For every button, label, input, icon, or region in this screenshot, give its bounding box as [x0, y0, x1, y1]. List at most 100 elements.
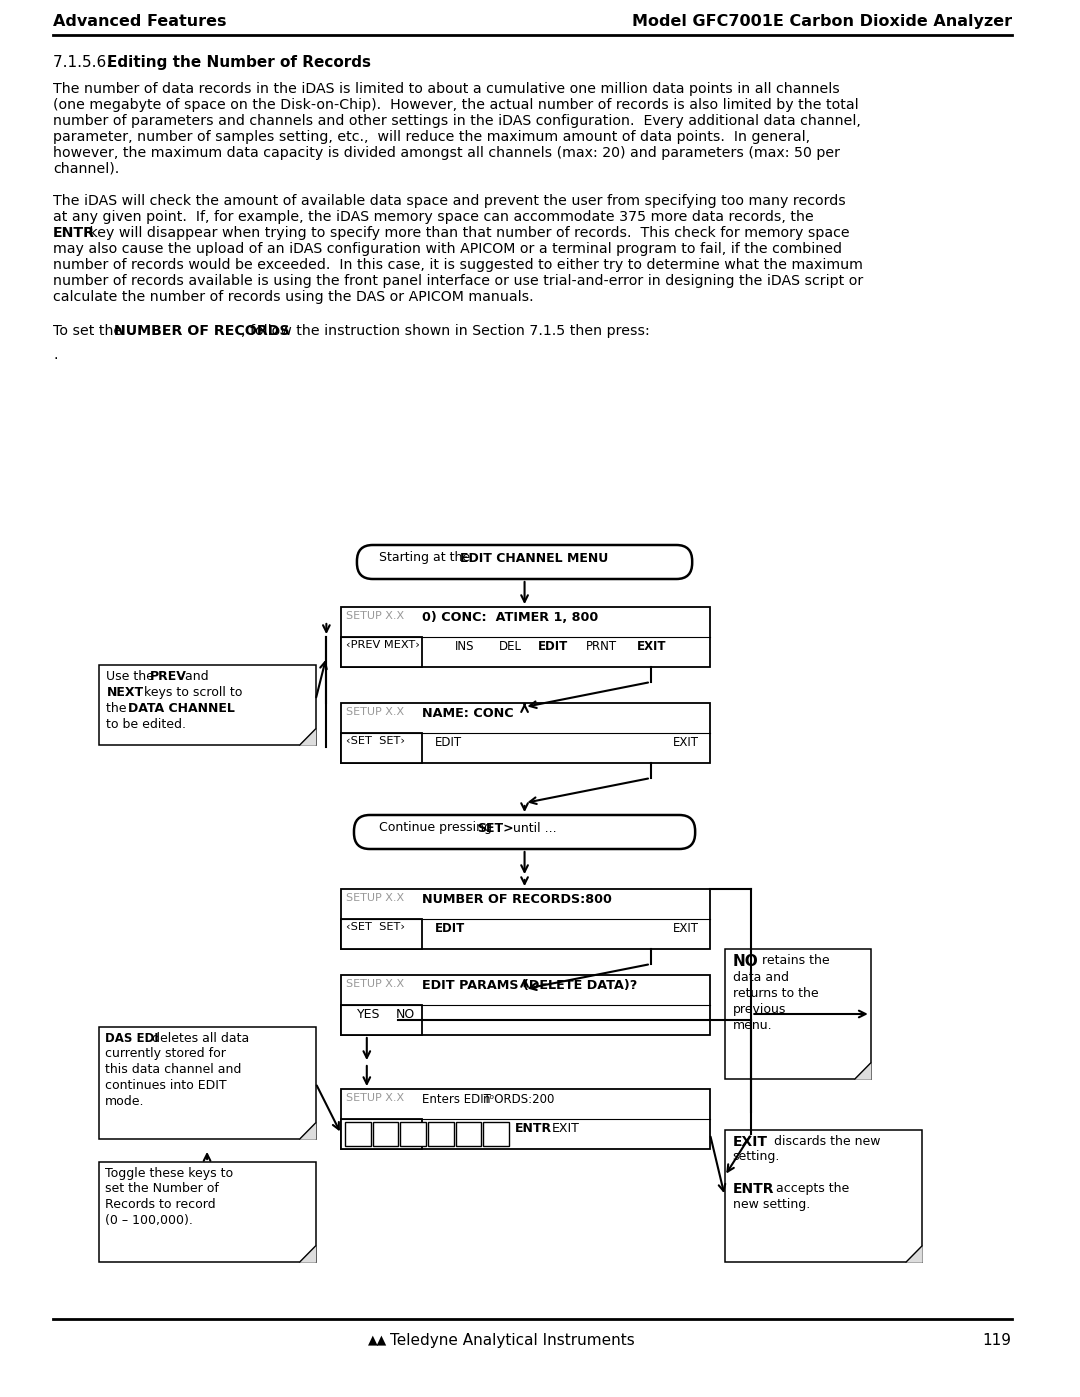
Bar	[341, 703, 710, 763]
Text: number of parameters and channels and other settings in the iDAS configuration. : number of parameters and channels and ot…	[53, 115, 861, 129]
Text: (0 – 100,000).: (0 – 100,000).	[105, 1214, 192, 1227]
Text: 0) CONC:  ATIMER 1, 800: 0) CONC: ATIMER 1, 800	[422, 610, 598, 624]
Text: Model GFC7001E Carbon Dioxide Analyzer: Model GFC7001E Carbon Dioxide Analyzer	[632, 14, 1012, 29]
Text: setting.: setting.	[732, 1150, 780, 1162]
Text: SETUP X.X: SETUP X.X	[346, 1092, 404, 1104]
Bar	[725, 1130, 922, 1261]
Text: To set the: To set the	[53, 324, 127, 338]
Text: SETUP X.X: SETUP X.X	[346, 979, 404, 989]
Polygon shape	[300, 1246, 315, 1261]
Text: number of records would be exceeded.  In this case, it is suggested to either tr: number of records would be exceeded. In …	[53, 258, 863, 272]
Bar	[341, 888, 710, 949]
Text: ‹SET  SET›: ‹SET SET›	[346, 736, 405, 746]
Text: NEXT: NEXT	[107, 686, 144, 698]
Bar	[428, 1122, 454, 1146]
Text: currently stored for: currently stored for	[105, 1046, 226, 1060]
Text: NO: NO	[732, 954, 758, 970]
Text: DATA CHANNEL: DATA CHANNEL	[129, 703, 235, 715]
Text: Enters EDIT: Enters EDIT	[422, 1092, 495, 1106]
Text: may also cause the upload of an iDAS configuration with APICOM or a terminal pro: may also cause the upload of an iDAS con…	[53, 242, 842, 256]
Text: ENTR: ENTR	[515, 1122, 552, 1134]
Text: DEL: DEL	[499, 640, 522, 652]
Text: ▲▲: ▲▲	[368, 1333, 388, 1345]
Text: PRNT: PRNT	[585, 640, 617, 652]
FancyBboxPatch shape	[354, 814, 696, 849]
Text: however, the maximum data capacity is divided amongst all channels (max: 20) and: however, the maximum data capacity is di…	[53, 147, 840, 161]
Text: set the Number of: set the Number of	[105, 1182, 218, 1194]
Text: accepts the: accepts the	[772, 1182, 849, 1194]
Text: , follow the instruction shown in Section 7.1.5 then press:: , follow the instruction shown in Sectio…	[241, 324, 649, 338]
Text: key will disappear when trying to specify more than that number of records.  Thi: key will disappear when trying to specif…	[85, 226, 850, 240]
Bar	[98, 665, 315, 745]
Bar	[341, 975, 710, 1035]
Text: YES: YES	[356, 1009, 380, 1021]
Text: SETUP X.X: SETUP X.X	[346, 707, 404, 717]
Bar	[725, 949, 870, 1078]
Text: 0: 0	[492, 1125, 500, 1137]
FancyBboxPatch shape	[356, 545, 692, 578]
Bar	[373, 1122, 399, 1146]
Polygon shape	[300, 1123, 315, 1139]
Text: EDIT PARAMS (DELETE DATA)?: EDIT PARAMS (DELETE DATA)?	[422, 979, 637, 992]
Text: Records to record: Records to record	[105, 1199, 215, 1211]
Text: NUMBER OF RECORDS: NUMBER OF RECORDS	[114, 324, 291, 338]
Text: Starting at the: Starting at the	[379, 552, 474, 564]
Text: EXIT: EXIT	[637, 640, 666, 652]
Bar	[341, 608, 710, 666]
Text: Continue pressing: Continue pressing	[379, 821, 496, 834]
Text: 7.1.5.6.: 7.1.5.6.	[53, 54, 117, 70]
Text: EXIT: EXIT	[732, 1134, 768, 1148]
Text: SETUP X.X: SETUP X.X	[346, 893, 404, 902]
Text: PREV: PREV	[150, 671, 187, 683]
Text: NAME: CONC: NAME: CONC	[422, 707, 514, 719]
Text: EXIT: EXIT	[673, 736, 699, 749]
Text: until ...: until ...	[509, 821, 556, 834]
Polygon shape	[906, 1246, 922, 1261]
Text: EXIT: EXIT	[552, 1122, 580, 1134]
Bar	[341, 919, 422, 949]
Text: the: the	[107, 703, 131, 715]
Text: 0: 0	[381, 1125, 390, 1137]
Text: ENTR: ENTR	[732, 1182, 774, 1196]
Text: to be edited.: to be edited.	[107, 718, 187, 731]
Bar	[98, 1027, 315, 1139]
Text: keys to scroll to: keys to scroll to	[140, 686, 242, 698]
Text: Teledyne Analytical Instruments: Teledyne Analytical Instruments	[391, 1333, 635, 1348]
Text: this data channel and: this data channel and	[105, 1063, 241, 1076]
Text: Editing the Number of Records: Editing the Number of Records	[108, 54, 372, 70]
Text: The iDAS will check the amount of available data space and prevent the user from: The iDAS will check the amount of availa…	[53, 194, 846, 208]
Text: retains the: retains the	[758, 954, 829, 967]
Text: menu.: menu.	[732, 1018, 772, 1032]
Text: at any given point.  If, for example, the iDAS memory space can accommodate 375 : at any given point. If, for example, the…	[53, 210, 814, 224]
Text: calculate the number of records using the DAS or APICOM manuals.: calculate the number of records using th…	[53, 291, 534, 305]
Text: returns to the: returns to the	[732, 988, 819, 1000]
Polygon shape	[855, 1063, 870, 1078]
Text: DAS EDI: DAS EDI	[105, 1032, 158, 1045]
Text: Advanced Features: Advanced Features	[53, 14, 227, 29]
Text: INS: INS	[455, 640, 474, 652]
Text: ENTR: ENTR	[53, 226, 95, 240]
Polygon shape	[300, 729, 315, 745]
Text: ‹SET  SET›: ‹SET SET›	[346, 922, 405, 932]
Text: NUMBER OF RECORDS:800: NUMBER OF RECORDS:800	[422, 893, 612, 907]
Bar	[483, 1122, 509, 1146]
Bar	[341, 733, 422, 763]
Text: SETUP X.X: SETUP X.X	[346, 610, 404, 622]
Text: nᵒORDS:200: nᵒORDS:200	[483, 1092, 555, 1106]
Text: data and: data and	[732, 971, 788, 983]
Text: 0: 0	[409, 1125, 417, 1137]
Text: previous: previous	[732, 1003, 786, 1016]
Bar	[346, 1122, 370, 1146]
Bar	[341, 637, 422, 666]
Text: number of records available is using the front panel interface or use trial-and-: number of records available is using the…	[53, 274, 864, 288]
Text: deletes all data: deletes all data	[148, 1032, 249, 1045]
Text: 2: 2	[436, 1125, 445, 1137]
Text: EDIT CHANNEL MENU: EDIT CHANNEL MENU	[460, 552, 609, 564]
Text: EDIT: EDIT	[435, 736, 462, 749]
Text: EXIT: EXIT	[673, 922, 699, 935]
Text: and: and	[181, 671, 210, 683]
Bar	[341, 1119, 422, 1148]
Text: EDIT: EDIT	[435, 922, 465, 935]
Text: 0: 0	[354, 1125, 362, 1137]
Text: mode.: mode.	[105, 1095, 144, 1108]
